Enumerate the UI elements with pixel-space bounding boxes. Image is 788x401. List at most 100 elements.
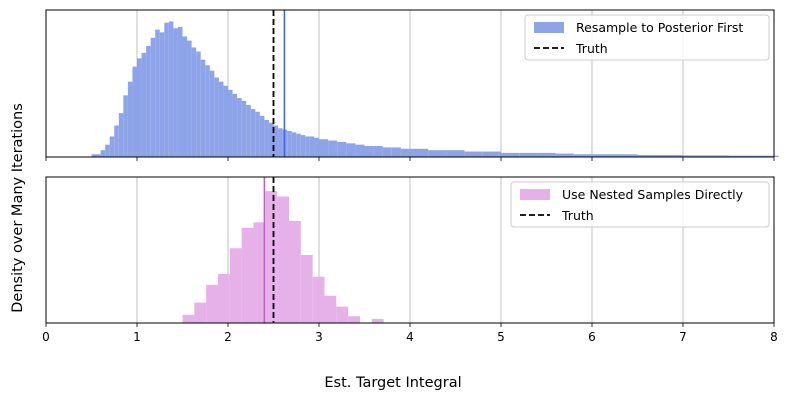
histogram-bar: [410, 148, 429, 157]
histogram-bar: [346, 143, 356, 157]
histogram-bar: [324, 295, 337, 323]
histogram-bar: [464, 151, 483, 157]
histogram-bar: [91, 154, 101, 157]
histogram-bar: [328, 140, 338, 157]
histogram-bar: [268, 122, 274, 157]
x-tick-label: 3: [315, 330, 323, 344]
histogram-bar: [173, 28, 178, 157]
histogram-bar: [114, 125, 119, 157]
histogram-bar: [537, 152, 556, 157]
histogram-bar: [214, 77, 219, 157]
histogram-bar: [255, 111, 260, 157]
histogram-bar: [637, 154, 683, 157]
histogram-bar: [309, 136, 315, 157]
histogram-bar: [446, 150, 465, 157]
histogram-bar: [118, 113, 124, 157]
histogram-bar: [123, 95, 128, 157]
histogram-bar: [337, 141, 347, 157]
histogram-bar: [428, 150, 447, 157]
top-reference-lines: [272, 10, 286, 157]
top-legend-box: [524, 14, 770, 61]
histogram-bar: [191, 47, 197, 157]
bottom-legend-label-histogram: Use Nested Samples Directly: [562, 187, 744, 202]
histogram-bar: [259, 115, 265, 157]
histogram-bar: [241, 100, 247, 157]
histogram-bar: [228, 89, 233, 157]
y-axis-title: Density over Many Iterations: [10, 103, 26, 313]
histogram-bar: [253, 222, 266, 323]
x-tick-label: 1: [133, 330, 141, 344]
bottom-histogram: [182, 191, 384, 323]
histogram-bar: [683, 155, 729, 157]
bottom-reference-lines: [263, 177, 275, 323]
histogram-bar: [382, 147, 392, 157]
histogram-bar: [246, 104, 251, 157]
histogram-bar: [159, 32, 165, 157]
bottom-legend-label-truth: Truth: [561, 208, 594, 223]
histogram-bar: [127, 81, 133, 157]
histogram-bar: [300, 255, 313, 323]
histogram-bar: [182, 314, 195, 323]
x-tick-label: 5: [497, 330, 505, 344]
top-panel: Resample to Posterior First Truth: [45, 9, 779, 161]
bottom-legend: Use Nested Samples Directly Truth: [510, 181, 770, 228]
histogram-bar: [305, 136, 310, 157]
bottom-panel: 0 1 2 3 4 5 6 7 8 Use Nested Samples Directly Tr…: [42, 176, 778, 344]
histogram-bar: [364, 146, 374, 157]
x-tick-label: 2: [224, 330, 232, 344]
histogram-bar: [287, 130, 292, 157]
histogram-bar: [573, 154, 592, 157]
histogram-bar: [187, 40, 192, 157]
histogram-bar: [291, 132, 297, 157]
histogram-bar: [265, 191, 278, 323]
histogram-bar: [218, 81, 224, 157]
histogram-bar: [164, 22, 169, 157]
histogram-bar: [100, 150, 106, 157]
histogram-bar: [137, 58, 142, 157]
histogram-bar: [355, 144, 365, 157]
histogram-bar: [501, 152, 520, 157]
histogram-bar: [371, 318, 384, 323]
x-tick-label: 4: [406, 330, 414, 344]
histogram-bar: [223, 85, 228, 157]
bottom-legend-box: [510, 181, 770, 228]
top-histogram: [91, 21, 779, 158]
histogram-bar: [206, 284, 218, 323]
histogram-bar: [278, 128, 283, 157]
x-tick-label: 0: [42, 330, 50, 344]
histogram-bar: [209, 70, 215, 157]
histogram-bar: [312, 276, 325, 323]
x-tick-label: 6: [588, 330, 596, 344]
histogram-bar: [288, 221, 301, 323]
histogram-bar: [373, 146, 383, 157]
histogram-bar: [146, 46, 151, 157]
x-tick-label: 8: [770, 330, 778, 344]
histogram-bar: [314, 137, 319, 157]
histogram-bar: [273, 125, 279, 157]
histogram-bar: [519, 152, 538, 157]
histogram-bar: [168, 21, 174, 158]
histogram-bar: [177, 26, 183, 157]
histogram-bar: [728, 155, 770, 157]
histogram-bar: [482, 151, 501, 157]
histogram-bar: [150, 37, 156, 158]
histogram-bar: [400, 148, 410, 157]
bottom-legend-swatch-histogram: [520, 189, 550, 200]
histogram-bar: [241, 227, 254, 323]
histogram-bar: [194, 302, 207, 323]
x-axis-title: Est. Target Integral: [324, 375, 461, 391]
x-tick-label: 7: [679, 330, 687, 344]
histogram-bar: [237, 98, 242, 157]
histogram-bar: [155, 29, 160, 158]
top-legend-swatch-histogram: [534, 22, 564, 33]
top-legend-label-histogram: Resample to Posterior First: [576, 20, 743, 35]
histogram-bar: [250, 109, 256, 157]
histogram-bar: [105, 144, 110, 157]
histogram-bar: [264, 120, 269, 157]
histogram-bar: [196, 51, 201, 158]
histogram-bar: [109, 136, 115, 157]
top-legend: Resample to Posterior First Truth: [524, 14, 770, 61]
histogram-bar: [229, 248, 242, 323]
histogram-bar: [319, 139, 329, 157]
